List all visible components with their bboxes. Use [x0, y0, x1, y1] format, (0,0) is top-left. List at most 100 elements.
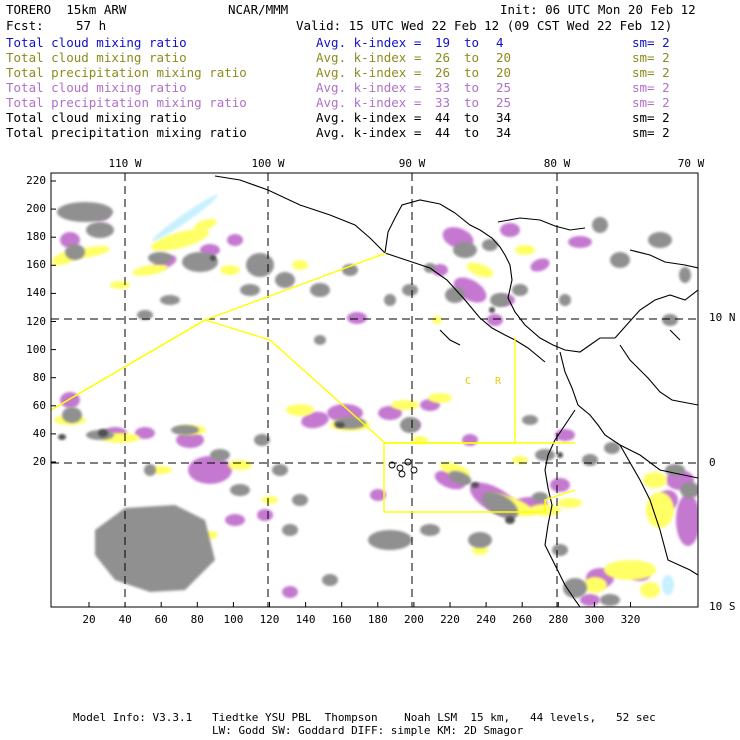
- footer-physics-info: LW: Godd SW: Goddard DIFF: simple KM: 2D…: [212, 724, 524, 737]
- legend-index-label: Avg. k-index =: [316, 80, 422, 95]
- cloud-gray-area: [592, 217, 608, 233]
- cloud-gray-area: [604, 442, 620, 454]
- precipitation-purple-area: [347, 312, 367, 324]
- cloud-gray-area: [368, 530, 412, 550]
- legend-to: 25: [496, 80, 512, 95]
- legend-index-label: Avg. k-index =: [316, 95, 422, 110]
- cloud-gray-area: [160, 295, 180, 305]
- precipitation-purple-area: [282, 586, 298, 598]
- legend-index-label: Avg. k-index =: [316, 125, 422, 140]
- coastline: [614, 289, 698, 339]
- cloud-gray-area: [490, 293, 510, 307]
- y-tick-label: 20: [32, 455, 46, 468]
- cloud-gray-area: [57, 202, 113, 222]
- y-tick-label: 180: [26, 230, 46, 244]
- cloud-gray-area: [137, 310, 153, 320]
- precipitation-yellow-area: [604, 560, 656, 580]
- legend-to-word: to: [464, 110, 480, 125]
- coastline: [214, 175, 546, 363]
- longitude-label: 70 W: [677, 157, 705, 170]
- valid-time: Valid: 15 UTC Wed 22 Feb 12 (09 CST Wed …: [296, 18, 673, 33]
- latitude-label: 10 S: [709, 600, 736, 613]
- legend-sm: sm= 2: [632, 65, 670, 80]
- legend-from: 26: [435, 65, 451, 80]
- precipitation-yellow-area: [428, 393, 452, 403]
- precipitation-yellow-area: [643, 472, 667, 488]
- coastline: [497, 217, 586, 231]
- legend-to: 25: [496, 95, 512, 110]
- cloud-gray-area: [535, 449, 555, 461]
- cloud-gray-area: [342, 264, 358, 276]
- legend-from: 44: [435, 125, 451, 140]
- longitude-label: 110 W: [108, 157, 142, 170]
- cloud-gray-area: [559, 294, 571, 306]
- precipitation-yellow-area: [466, 262, 494, 278]
- x-tick-label: 20: [82, 613, 96, 626]
- cloud-gray-area: [679, 267, 691, 283]
- cloud-gray-area: [512, 284, 528, 296]
- cloud-dark-core: [210, 255, 216, 261]
- longitude-label: 90 W: [398, 157, 426, 170]
- precipitation-yellow-area: [228, 460, 252, 470]
- plot-frame: [50, 172, 699, 608]
- precipitation-yellow-area: [558, 498, 582, 508]
- x-tick-label: 40: [118, 613, 132, 626]
- legend-from: 33: [435, 80, 451, 95]
- precipitation-yellow-area: [391, 400, 419, 410]
- cloud-gray-area: [453, 242, 477, 258]
- precipitation-yellow-area: [583, 577, 607, 593]
- cloud-gray-area: [680, 482, 698, 498]
- coastline: [544, 409, 581, 607]
- region-box-outline: [51, 319, 206, 411]
- x-tick-label: 140: [295, 613, 316, 626]
- x-tick-label: 280: [548, 613, 569, 626]
- cloud-gray-area: [532, 492, 548, 502]
- precipitation-yellow-area: [110, 281, 130, 289]
- island: [396, 464, 404, 472]
- precipitation-purple-area: [487, 314, 503, 326]
- latitude-label: 10 N: [709, 311, 736, 324]
- x-tick-label: 200: [403, 613, 424, 626]
- cloud-gray-area: [62, 407, 82, 423]
- cloud-dark-core: [557, 452, 563, 458]
- cloud-gray-area: [610, 252, 630, 268]
- y-tick-label: 200: [26, 202, 46, 216]
- x-tick-label: 120: [259, 613, 280, 626]
- y-tick-label: 220: [26, 174, 46, 187]
- precipitation-yellow-area: [412, 436, 428, 444]
- cloud-gray-area: [275, 272, 295, 288]
- precipitation-yellow-area: [515, 245, 535, 255]
- legend-sm: sm= 2: [632, 95, 670, 110]
- cloud-dark-core: [58, 434, 66, 440]
- legend-to: 20: [496, 50, 512, 65]
- cloud-dark-core: [98, 429, 108, 437]
- legend-field: Total cloud mixing ratio: [6, 35, 187, 50]
- y-tick-label: 100: [26, 342, 46, 356]
- coastline: [619, 444, 698, 576]
- precipitation-yellow-area: [132, 264, 168, 276]
- legend-sm: sm= 2: [632, 35, 670, 50]
- longitude-label: 80 W: [543, 157, 571, 170]
- precipitation-purple-area: [257, 509, 273, 521]
- latlon-grid: [51, 173, 698, 607]
- legend-to-word: to: [464, 80, 480, 95]
- legend-to: 20: [496, 65, 512, 80]
- x-tick-label: 180: [367, 613, 388, 626]
- legend-index-label: Avg. k-index =: [316, 65, 422, 80]
- x-tick-label: 100: [223, 613, 244, 626]
- precipitation-yellow-area: [432, 316, 442, 324]
- cloud-gray-area: [171, 425, 199, 435]
- fcst-label: Fcst:: [6, 18, 44, 33]
- legend-sm: sm= 2: [632, 80, 670, 95]
- coastline-layer: [214, 175, 698, 607]
- precipitation-purple-area: [227, 234, 243, 246]
- legend-field: Total precipitation mixing ratio: [6, 125, 247, 140]
- legend-field: Total precipitation mixing ratio: [6, 65, 247, 80]
- cloud-dark-core: [505, 516, 515, 524]
- cloud-gray-area: [648, 232, 672, 248]
- precipitation-purple-area: [188, 456, 232, 484]
- x-tick-label: 220: [440, 613, 460, 626]
- ice-cloud-area: [662, 575, 674, 595]
- precipitation-yellow-area: [150, 229, 210, 251]
- precipitation-purple-area: [225, 514, 245, 526]
